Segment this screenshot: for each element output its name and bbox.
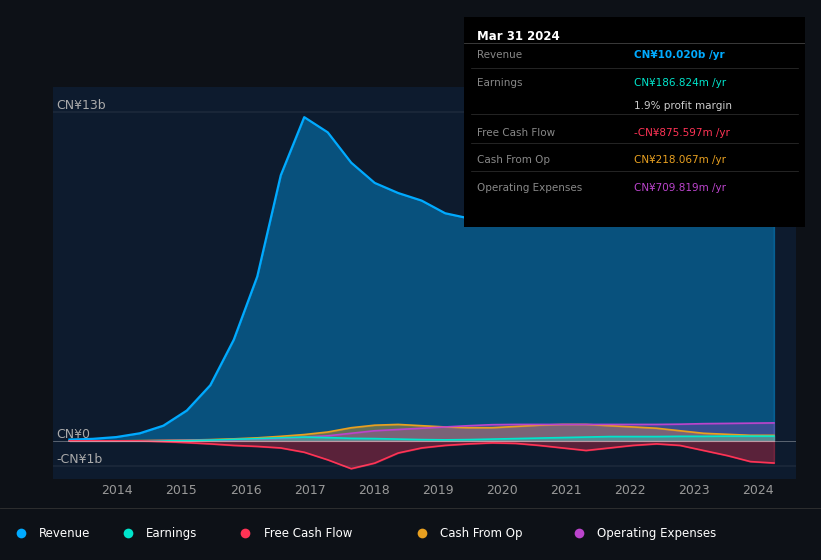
Text: Mar 31 2024: Mar 31 2024 [478,30,560,44]
Text: -CN¥875.597m /yr: -CN¥875.597m /yr [635,128,730,138]
Text: Free Cash Flow: Free Cash Flow [264,526,352,540]
Text: Free Cash Flow: Free Cash Flow [478,128,556,138]
Text: Revenue: Revenue [39,526,90,540]
Text: CN¥218.067m /yr: CN¥218.067m /yr [635,156,727,165]
Text: 1.9% profit margin: 1.9% profit margin [635,101,732,111]
Text: Operating Expenses: Operating Expenses [478,183,583,193]
Text: Cash From Op: Cash From Op [440,526,522,540]
Text: Earnings: Earnings [146,526,198,540]
Text: CN¥709.819m /yr: CN¥709.819m /yr [635,183,727,193]
Text: Cash From Op: Cash From Op [478,156,551,165]
Text: CN¥10.020b /yr: CN¥10.020b /yr [635,50,725,60]
Text: CN¥186.824m /yr: CN¥186.824m /yr [635,78,727,88]
Text: CN¥13b: CN¥13b [57,99,106,112]
Text: Operating Expenses: Operating Expenses [597,526,716,540]
Text: Revenue: Revenue [478,50,523,60]
Text: Earnings: Earnings [478,78,523,88]
Text: CN¥0: CN¥0 [57,428,90,441]
Text: -CN¥1b: -CN¥1b [57,453,103,466]
